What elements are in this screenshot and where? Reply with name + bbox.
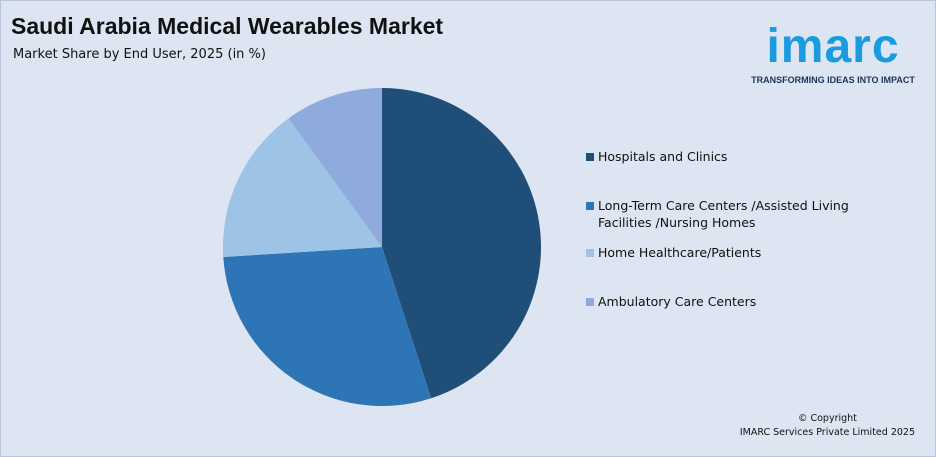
legend-label: Long-Term Care Centers /Assisted Living … — [598, 198, 849, 230]
legend-swatch — [586, 153, 594, 161]
legend-label: Hospitals and Clinics — [598, 149, 728, 164]
copyright-line: IMARC Services Private Limited 2025 — [739, 427, 915, 438]
legend-swatch — [586, 298, 594, 306]
legend-swatch — [586, 249, 594, 257]
legend-label: Ambulatory Care Centers — [598, 294, 757, 309]
pie-slice — [382, 88, 541, 399]
copyright-line: © Copyright — [797, 413, 857, 424]
logo-name: imarc — [766, 20, 900, 73]
legend-swatch — [586, 202, 594, 210]
pie-slice — [222, 118, 382, 257]
logo: imarc TRANSFORMING IDEAS INTO IMPACT — [743, 20, 923, 86]
legend-item: Long-Term Care Centers /Assisted Living … — [586, 197, 878, 231]
legend-label: Home Healthcare/Patients — [598, 245, 762, 260]
copyright: © Copyright IMARC Services Private Limit… — [740, 412, 915, 440]
pie-slice — [223, 247, 432, 406]
logo-tagline: TRANSFORMING IDEAS INTO IMPACT — [751, 75, 915, 85]
pie-slice — [288, 88, 382, 247]
legend-item: Ambulatory Care Centers — [586, 293, 878, 310]
chart-title: Saudi Arabia Medical Wearables Market — [11, 13, 444, 39]
legend-item: Hospitals and Clinics — [586, 148, 878, 165]
legend-item: Home Healthcare/Patients — [586, 244, 878, 261]
chart-subtitle: Market Share by End User, 2025 (in %) — [13, 47, 266, 62]
